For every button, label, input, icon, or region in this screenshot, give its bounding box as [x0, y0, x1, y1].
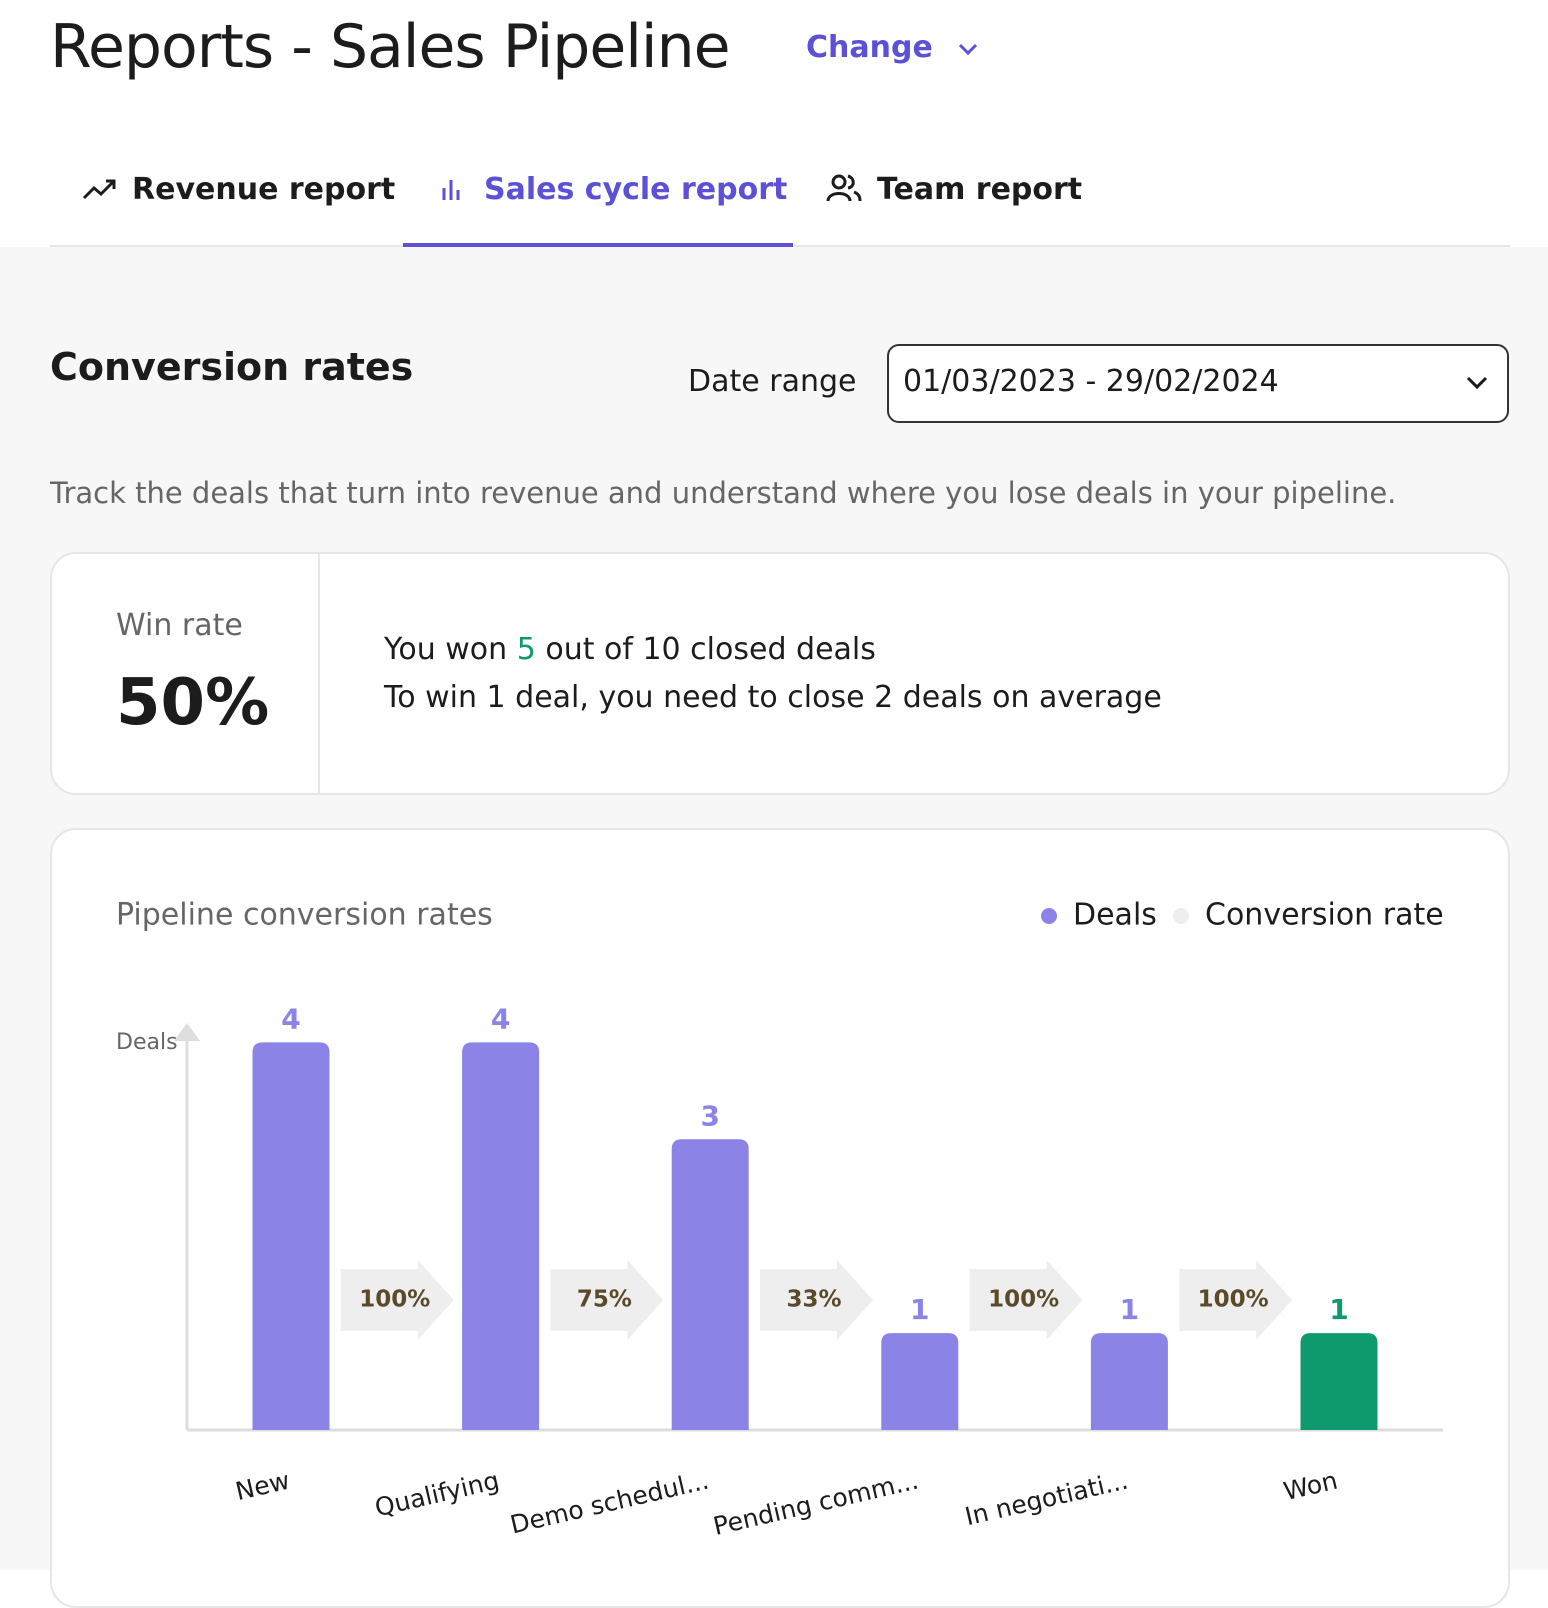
bar-value-label: 1	[1329, 1293, 1348, 1326]
description: Track the deals that turn into revenue a…	[50, 476, 1397, 510]
chart: Pipeline conversion rates Deals Deals Con…	[116, 898, 1444, 1541]
team-icon	[826, 174, 862, 202]
tab[interactable]: Revenue report	[82, 172, 395, 207]
trend-icon	[82, 179, 116, 200]
average-line: To win 1 deal, you need to close 2 deals…	[384, 680, 1162, 715]
bar	[252, 1042, 330, 1430]
date-range-label: Date range	[688, 364, 857, 399]
conversion-arrow	[760, 1260, 873, 1340]
tab-label: Revenue report	[132, 172, 396, 207]
axis-arrow	[174, 1023, 200, 1041]
bar	[1300, 1333, 1378, 1430]
tab-underline	[403, 243, 793, 247]
conversion-arrow	[969, 1260, 1083, 1340]
bar	[671, 1139, 749, 1430]
change-button[interactable]: Change	[806, 30, 979, 65]
bar-value-label: 1	[1120, 1293, 1139, 1326]
page: Reports - Sales Pipeline Change Revenue …	[50, 12, 1510, 1608]
x-tick-label: Qualifying	[372, 1466, 502, 1523]
divider	[318, 554, 320, 793]
bar-value-label: 4	[491, 1002, 510, 1035]
date-range-select[interactable]: 01/03/2023 - 29/02/2024	[887, 344, 1509, 423]
win-rate-value: 50%	[116, 666, 270, 740]
conversion-arrow	[550, 1260, 664, 1340]
legend-dot	[1041, 908, 1057, 924]
conversion-label: 75%	[577, 1287, 632, 1313]
win-rate-label: Win rate	[116, 608, 243, 643]
bar-value-label: 3	[700, 1099, 719, 1132]
conversion-arrow	[1179, 1260, 1293, 1340]
y-axis-label: Deals	[116, 1030, 178, 1055]
bar	[462, 1042, 540, 1430]
text: You won	[384, 632, 508, 667]
change-label: Change	[806, 30, 933, 65]
win-rate-card: Win rate 50% You won 5 out of 10 closed …	[50, 552, 1510, 795]
chart-title: Pipeline conversion rates	[116, 898, 493, 933]
tab-label: Sales cycle report	[484, 172, 788, 207]
conversion-arrow	[340, 1260, 454, 1340]
conversion-label: 100%	[359, 1287, 430, 1313]
tab-label: Team report	[877, 172, 1083, 207]
x-tick-label: In negotiati...	[962, 1466, 1130, 1532]
section-title: Conversion rates	[50, 345, 414, 389]
text: out of 10 closed deals	[545, 632, 876, 667]
bars-icon	[442, 180, 460, 200]
legend-label: Deals	[1073, 898, 1157, 933]
conversion-label: 100%	[988, 1287, 1059, 1313]
chevron	[959, 43, 978, 56]
bar	[1090, 1333, 1168, 1430]
tab-active[interactable]: Sales cycle report	[440, 172, 787, 207]
legend-label: Conversion rate	[1205, 898, 1444, 933]
x-tick-label: Pending comm...	[711, 1466, 922, 1541]
tab[interactable]: Team report	[825, 172, 1082, 207]
page-title: Reports - Sales Pipeline	[50, 12, 731, 82]
date-range-value: 01/03/2023 - 29/02/2024	[903, 364, 1279, 399]
won-line: You won 5 out of 10 closed deals	[384, 632, 876, 667]
chevron	[1466, 376, 1488, 390]
won-count: 5	[516, 632, 536, 667]
bar-value-label: 1	[910, 1293, 929, 1326]
legend-dot	[1173, 908, 1189, 924]
x-tick-label: Demo schedul...	[507, 1466, 711, 1540]
conversion-label: 100%	[1198, 1287, 1269, 1313]
bar	[881, 1333, 959, 1430]
x-tick-label: Won	[1281, 1466, 1341, 1506]
bar-value-label: 4	[281, 1002, 300, 1035]
conversion-label: 33%	[786, 1287, 841, 1313]
x-tick-label: New	[233, 1466, 293, 1507]
